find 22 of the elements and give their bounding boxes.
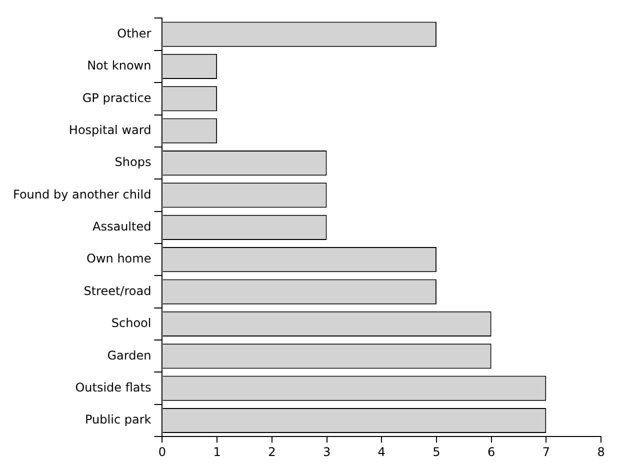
y-tick-label: Street/road	[84, 284, 152, 298]
y-tick-label: Public park	[85, 412, 152, 427]
y-tick-label: Assaulted	[92, 220, 152, 234]
x-tick-label: 6	[487, 444, 496, 459]
y-tick-label: Found by another child	[12, 187, 152, 202]
y-tick-label: Shops	[114, 155, 152, 170]
y-tick-label: GP practice	[82, 90, 152, 105]
x-tick-label: 2	[268, 444, 276, 459]
x-tick-label: 1	[213, 444, 221, 459]
x-tick-label: 5	[432, 444, 440, 459]
x-tick-label: 8	[597, 444, 605, 459]
y-tick-label: Own home	[86, 252, 152, 266]
y-tick-label: School	[111, 316, 152, 330]
x-tick-label: 7	[542, 444, 550, 459]
y-tick-label: Garden	[107, 348, 152, 362]
x-tick-label: 3	[322, 444, 331, 459]
y-tick-label: Hospital ward	[68, 122, 152, 137]
y-tick-label: Not known	[87, 58, 152, 73]
x-tick-label: 0	[158, 444, 166, 459]
y-tick-label: Other	[117, 26, 152, 40]
y-tick-label: Outside flats	[75, 380, 152, 394]
x-tick-label: 4	[378, 444, 386, 459]
